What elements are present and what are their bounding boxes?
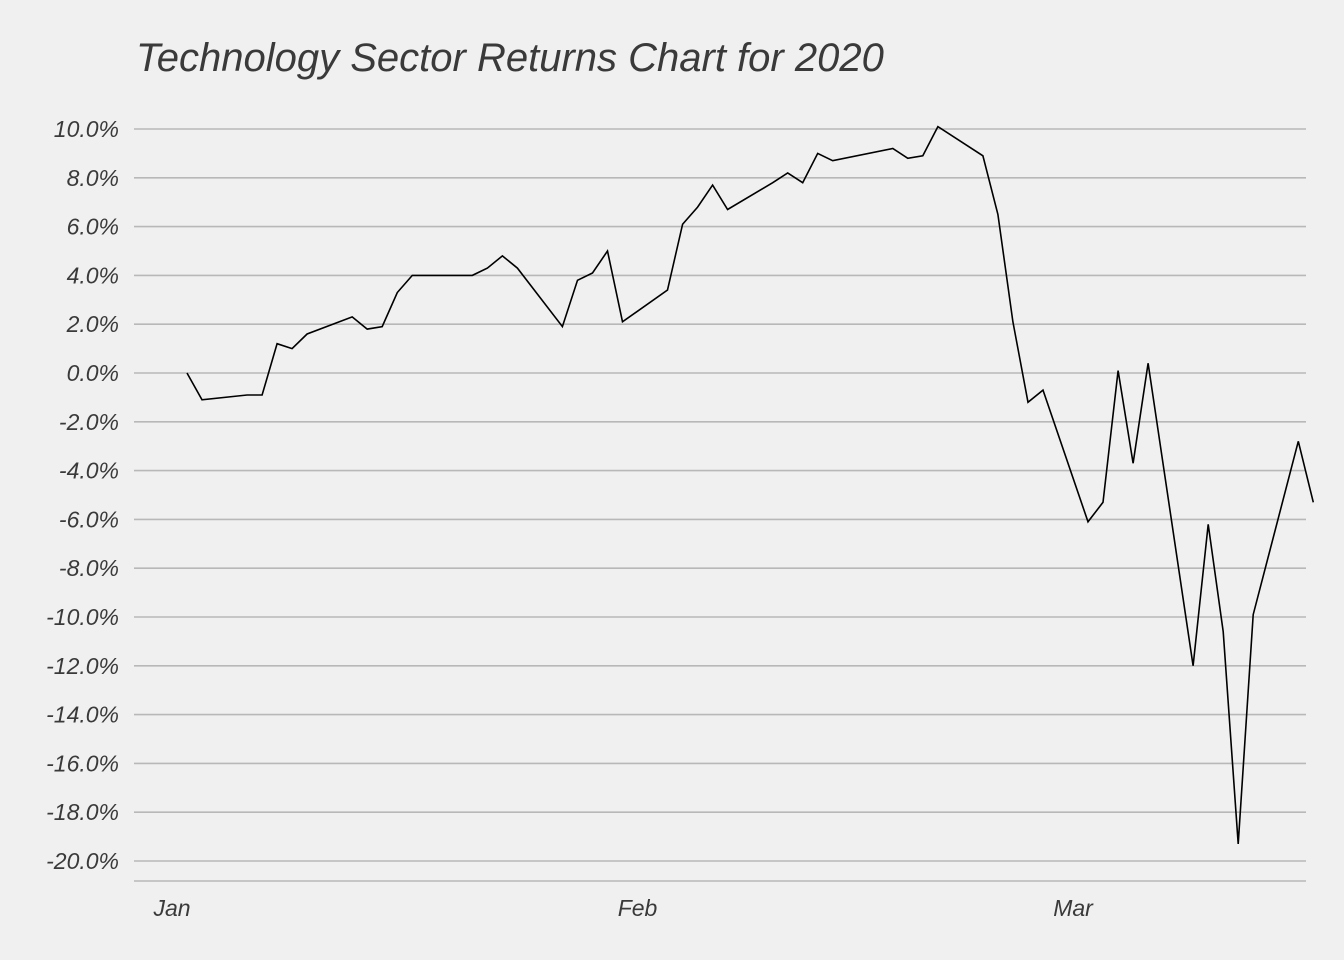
y-tick-label: 10.0% — [54, 116, 119, 142]
y-tick-label: -20.0% — [46, 848, 119, 874]
y-axis-tick-labels: 10.0% 8.0% 6.0% 4.0% 2.0% 0.0% -2.0% -4.0% -6.0%… — [46, 116, 119, 874]
series-layer — [186, 125, 1315, 844]
y-tick-label: -2.0% — [59, 409, 119, 435]
y-tick-label: 0.0% — [67, 360, 119, 386]
x-tick-label: Jan — [152, 895, 190, 921]
y-tick-label: -16.0% — [46, 750, 119, 776]
returns-series-line — [186, 125, 1315, 844]
x-axis-tick-labels: Jan Feb Mar — [152, 895, 1094, 921]
y-tick-label: -8.0% — [59, 555, 119, 581]
chart-title: Technology Sector Returns Chart for 2020 — [136, 36, 884, 80]
x-tick-label: Mar — [1053, 895, 1094, 921]
y-tick-label: -6.0% — [59, 506, 119, 532]
grid-lines — [134, 128, 1306, 882]
y-tick-label: -14.0% — [46, 702, 119, 728]
y-tick-label: 4.0% — [67, 262, 119, 288]
y-tick-label: -4.0% — [59, 458, 119, 484]
y-tick-label: -10.0% — [46, 604, 119, 630]
y-tick-label: 6.0% — [67, 214, 119, 240]
y-tick-label: 2.0% — [66, 311, 119, 337]
y-tick-label: -18.0% — [46, 799, 119, 825]
x-tick-label: Feb — [618, 895, 658, 921]
y-tick-label: -12.0% — [46, 653, 119, 679]
y-tick-label: 8.0% — [67, 165, 119, 191]
